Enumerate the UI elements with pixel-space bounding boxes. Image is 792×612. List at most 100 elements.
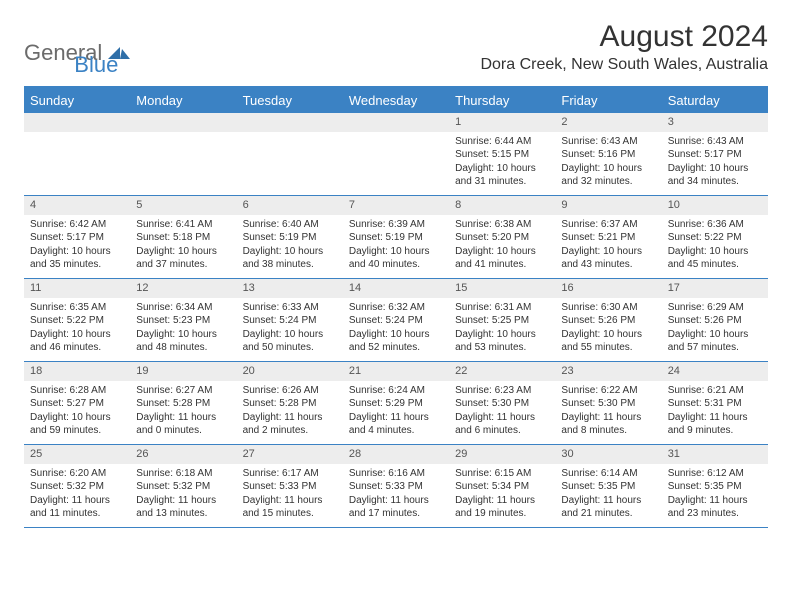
calendar-day-cell: 7Sunrise: 6:39 AMSunset: 5:19 PMDaylight… — [343, 196, 449, 278]
day-body: Sunrise: 6:27 AMSunset: 5:28 PMDaylight:… — [130, 381, 236, 442]
day-number: 13 — [237, 279, 343, 298]
day-body: Sunrise: 6:14 AMSunset: 5:35 PMDaylight:… — [555, 464, 661, 525]
day-body — [237, 132, 343, 139]
weekday-header: Thursday — [449, 88, 555, 113]
calendar-header-row: Sunday Monday Tuesday Wednesday Thursday… — [24, 88, 768, 113]
calendar-day-cell: 4Sunrise: 6:42 AMSunset: 5:17 PMDaylight… — [24, 196, 130, 278]
day-number: 19 — [130, 362, 236, 381]
day-number: 14 — [343, 279, 449, 298]
daylight-text: Daylight: 11 hours and 4 minutes. — [349, 411, 443, 438]
sunrise-text: Sunrise: 6:29 AM — [668, 301, 762, 315]
sunset-text: Sunset: 5:21 PM — [561, 231, 655, 245]
page-header: General Blue August 2024 Dora Creek, New… — [24, 20, 768, 78]
day-number: 30 — [555, 445, 661, 464]
day-body: Sunrise: 6:30 AMSunset: 5:26 PMDaylight:… — [555, 298, 661, 359]
sunset-text: Sunset: 5:17 PM — [30, 231, 124, 245]
day-body: Sunrise: 6:43 AMSunset: 5:16 PMDaylight:… — [555, 132, 661, 193]
page-title: August 2024 — [480, 20, 768, 54]
calendar-day-cell: 9Sunrise: 6:37 AMSunset: 5:21 PMDaylight… — [555, 196, 661, 278]
sunset-text: Sunset: 5:19 PM — [349, 231, 443, 245]
sunrise-text: Sunrise: 6:41 AM — [136, 218, 230, 232]
calendar-day-cell: 26Sunrise: 6:18 AMSunset: 5:32 PMDayligh… — [130, 445, 236, 527]
day-number: 28 — [343, 445, 449, 464]
daylight-text: Daylight: 11 hours and 23 minutes. — [668, 494, 762, 521]
day-body: Sunrise: 6:21 AMSunset: 5:31 PMDaylight:… — [662, 381, 768, 442]
sunrise-text: Sunrise: 6:37 AM — [561, 218, 655, 232]
day-number: 23 — [555, 362, 661, 381]
day-number: 25 — [24, 445, 130, 464]
day-number: 16 — [555, 279, 661, 298]
sunset-text: Sunset: 5:26 PM — [561, 314, 655, 328]
daylight-text: Daylight: 11 hours and 15 minutes. — [243, 494, 337, 521]
sunrise-text: Sunrise: 6:44 AM — [455, 135, 549, 149]
sunrise-text: Sunrise: 6:28 AM — [30, 384, 124, 398]
day-number: 10 — [662, 196, 768, 215]
day-body — [343, 132, 449, 139]
weekday-header: Wednesday — [343, 88, 449, 113]
day-body — [24, 132, 130, 139]
daylight-text: Daylight: 10 hours and 34 minutes. — [668, 162, 762, 189]
calendar-day-cell: 12Sunrise: 6:34 AMSunset: 5:23 PMDayligh… — [130, 279, 236, 361]
day-body: Sunrise: 6:35 AMSunset: 5:22 PMDaylight:… — [24, 298, 130, 359]
sunrise-text: Sunrise: 6:15 AM — [455, 467, 549, 481]
daylight-text: Daylight: 10 hours and 41 minutes. — [455, 245, 549, 272]
sunrise-text: Sunrise: 6:22 AM — [561, 384, 655, 398]
sunrise-text: Sunrise: 6:26 AM — [243, 384, 337, 398]
sunset-text: Sunset: 5:24 PM — [349, 314, 443, 328]
sunrise-text: Sunrise: 6:36 AM — [668, 218, 762, 232]
day-body: Sunrise: 6:20 AMSunset: 5:32 PMDaylight:… — [24, 464, 130, 525]
sunset-text: Sunset: 5:33 PM — [349, 480, 443, 494]
sunset-text: Sunset: 5:15 PM — [455, 148, 549, 162]
day-body: Sunrise: 6:17 AMSunset: 5:33 PMDaylight:… — [237, 464, 343, 525]
sunrise-text: Sunrise: 6:27 AM — [136, 384, 230, 398]
sunset-text: Sunset: 5:25 PM — [455, 314, 549, 328]
sunset-text: Sunset: 5:32 PM — [30, 480, 124, 494]
day-body — [130, 132, 236, 139]
calendar-day-cell — [24, 113, 130, 195]
calendar-day-cell: 29Sunrise: 6:15 AMSunset: 5:34 PMDayligh… — [449, 445, 555, 527]
title-block: August 2024 Dora Creek, New South Wales,… — [480, 20, 768, 74]
day-number: 31 — [662, 445, 768, 464]
weekday-header: Saturday — [662, 88, 768, 113]
day-body: Sunrise: 6:15 AMSunset: 5:34 PMDaylight:… — [449, 464, 555, 525]
daylight-text: Daylight: 10 hours and 40 minutes. — [349, 245, 443, 272]
calendar-week-row: 4Sunrise: 6:42 AMSunset: 5:17 PMDaylight… — [24, 196, 768, 279]
sunset-text: Sunset: 5:28 PM — [136, 397, 230, 411]
day-body: Sunrise: 6:40 AMSunset: 5:19 PMDaylight:… — [237, 215, 343, 276]
day-number: 4 — [24, 196, 130, 215]
day-body: Sunrise: 6:37 AMSunset: 5:21 PMDaylight:… — [555, 215, 661, 276]
calendar-day-cell: 2Sunrise: 6:43 AMSunset: 5:16 PMDaylight… — [555, 113, 661, 195]
sunset-text: Sunset: 5:33 PM — [243, 480, 337, 494]
day-body: Sunrise: 6:43 AMSunset: 5:17 PMDaylight:… — [662, 132, 768, 193]
sunset-text: Sunset: 5:22 PM — [668, 231, 762, 245]
day-body: Sunrise: 6:33 AMSunset: 5:24 PMDaylight:… — [237, 298, 343, 359]
sunrise-text: Sunrise: 6:32 AM — [349, 301, 443, 315]
day-number: 27 — [237, 445, 343, 464]
day-number: 6 — [237, 196, 343, 215]
day-body: Sunrise: 6:23 AMSunset: 5:30 PMDaylight:… — [449, 381, 555, 442]
day-number: 5 — [130, 196, 236, 215]
day-number: 7 — [343, 196, 449, 215]
day-number: 26 — [130, 445, 236, 464]
calendar-day-cell: 8Sunrise: 6:38 AMSunset: 5:20 PMDaylight… — [449, 196, 555, 278]
day-body: Sunrise: 6:41 AMSunset: 5:18 PMDaylight:… — [130, 215, 236, 276]
sunset-text: Sunset: 5:18 PM — [136, 231, 230, 245]
sunset-text: Sunset: 5:16 PM — [561, 148, 655, 162]
calendar-day-cell: 30Sunrise: 6:14 AMSunset: 5:35 PMDayligh… — [555, 445, 661, 527]
daylight-text: Daylight: 10 hours and 52 minutes. — [349, 328, 443, 355]
sunset-text: Sunset: 5:19 PM — [243, 231, 337, 245]
daylight-text: Daylight: 11 hours and 11 minutes. — [30, 494, 124, 521]
sunset-text: Sunset: 5:24 PM — [243, 314, 337, 328]
day-number: 20 — [237, 362, 343, 381]
calendar-day-cell: 14 Sunrise: 6:32 AMSunset: 5:24 PMDayligh… — [343, 279, 449, 361]
daylight-text: Daylight: 11 hours and 21 minutes. — [561, 494, 655, 521]
day-number: 24 — [662, 362, 768, 381]
sunrise-text: Sunrise: 6:20 AM — [30, 467, 124, 481]
sunset-text: Sunset: 5:35 PM — [561, 480, 655, 494]
sunrise-text: Sunrise: 6:33 AM — [243, 301, 337, 315]
calendar-day-cell: 24Sunrise: 6:21 AMSunset: 5:31 PMDayligh… — [662, 362, 768, 444]
daylight-text: Daylight: 11 hours and 19 minutes. — [455, 494, 549, 521]
weekday-header: Sunday — [24, 88, 130, 113]
logo-text-blue: Blue — [74, 52, 118, 78]
daylight-text: Daylight: 11 hours and 13 minutes. — [136, 494, 230, 521]
